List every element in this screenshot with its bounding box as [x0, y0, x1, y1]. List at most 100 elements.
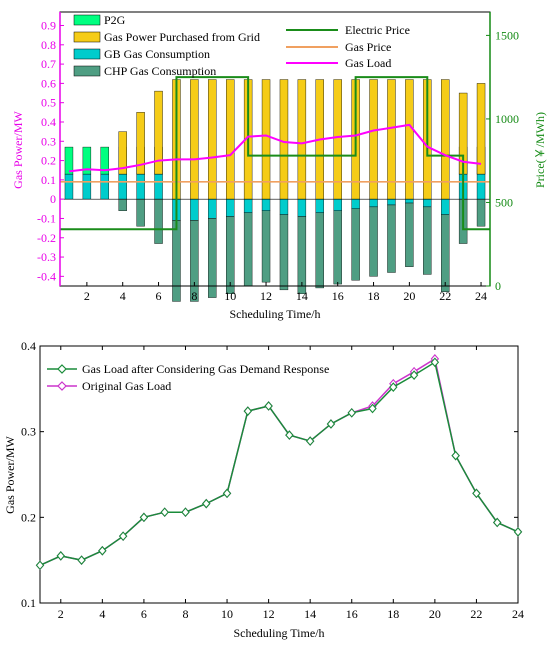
left-tick-label-13: 0.9 — [41, 19, 56, 33]
series-0-point-20 — [430, 357, 440, 368]
bar-p2g-2 — [82, 146, 92, 175]
c2-x-tick-label-3: 8 — [182, 607, 188, 621]
chart-top-axes: -0.4 -0.3 -0.2 -0.1 0 0.1 0.2 0.3 0.4 0.5 0.6 0.7 0.… — [37, 12, 519, 303]
bar-chp-16 — [333, 210, 342, 285]
series-0-point-23 — [492, 517, 502, 528]
bar-gb-22 — [441, 198, 450, 215]
chart-top-ylabel: Gas Power/MW — [11, 111, 25, 189]
x-tick-label-2: 6 — [156, 289, 162, 303]
series-0-point-6 — [139, 512, 149, 523]
bar-chp-7 — [172, 220, 181, 302]
bar-chp-18 — [369, 206, 378, 277]
bar-gb-17 — [351, 198, 360, 210]
x-tick-label-0: 2 — [84, 289, 90, 303]
series-0-point-2 — [56, 551, 66, 561]
series-0-point-19 — [409, 370, 419, 380]
bar-chp-14 — [297, 216, 307, 294]
bar-gb-5 — [136, 173, 145, 200]
bar-gb-16 — [333, 198, 342, 211]
x-tick-label-6: 14 — [296, 289, 308, 303]
bar-grid-24 — [476, 83, 486, 175]
bar-chp-9 — [208, 218, 217, 298]
chart-top-y2label: Price(￥/MWh) — [533, 112, 547, 188]
c2-x-tick-label-10: 22 — [470, 607, 482, 621]
c2-x-tick-label-11: 24 — [512, 607, 524, 621]
series-0-point-10 — [222, 488, 232, 499]
series-line-0 — [39, 361, 519, 566]
series-0-point-21 — [451, 450, 460, 461]
bar-chp-21 — [423, 206, 432, 275]
left-tick-label-6: 0.2 — [41, 154, 56, 168]
series-0-point-4 — [98, 545, 107, 556]
c2-x-tick-label-5: 12 — [263, 607, 275, 621]
legend-label-gb: GB Gas Consumption — [104, 47, 210, 61]
bar-gb-12 — [261, 198, 271, 211]
series-0-point-3 — [77, 555, 86, 566]
series-0-point-9 — [202, 498, 211, 509]
bar-chp-4 — [118, 198, 127, 211]
c2-x-tick-label-4: 10 — [221, 607, 233, 621]
right-tick-label-3: 1500 — [495, 28, 519, 42]
bar-chp-17 — [351, 208, 360, 281]
bar-chp-19 — [387, 204, 396, 273]
c2-y-tick-label-2: 0.3 — [21, 425, 36, 439]
c2-x-tick-label-7: 16 — [346, 607, 358, 621]
bar-gb-13 — [279, 198, 289, 215]
bar-chp-15 — [315, 212, 324, 289]
legend-label-chp: CHP Gas Consumption — [104, 64, 216, 78]
series-0-point-1 — [35, 560, 45, 571]
series-0-point-7 — [160, 507, 169, 518]
left-tick-label-4: 0 — [50, 192, 56, 206]
x-tick-label-3: 8 — [191, 289, 197, 303]
series-0-point-11 — [243, 406, 253, 416]
x-tick-label-9: 20 — [403, 289, 415, 303]
bar-chp-6 — [154, 198, 163, 244]
chart-bottom-axes: 0.10.20.30.42 4 6 8 10 12 14 16 18 20 22 24 — [21, 339, 524, 621]
bar-p2g-3 — [100, 146, 109, 175]
electric-price-line — [60, 76, 490, 231]
legend-swatch-grid — [73, 31, 101, 43]
series-0-point-16 — [347, 407, 356, 418]
legend-marker-original-load — [57, 381, 67, 391]
series-0-point-14 — [305, 436, 315, 446]
left-tick-label-11: 0.7 — [41, 57, 56, 71]
chart-top: -0.4 -0.3 -0.2 -0.1 0 0.1 0.2 0.3 0.4 0.5 0.6 0.7 0.… — [11, 11, 547, 321]
legend-marker-dr-load — [57, 364, 67, 374]
c2-x-tick-label-2: 6 — [141, 607, 147, 621]
c2-y-tick-label-0: 0.1 — [21, 596, 36, 610]
bar-chp-5 — [136, 198, 145, 227]
series-0-point-18 — [389, 382, 398, 392]
chart-bottom-xlabel: Scheduling Time/h — [233, 626, 324, 640]
c2-y-tick-label-3: 0.4 — [21, 339, 36, 353]
bar-gb-24 — [476, 173, 486, 200]
series-0-point-17 — [368, 403, 377, 414]
bar-chp-13 — [279, 214, 289, 291]
bar-gb-8 — [190, 198, 199, 221]
series-0-point-24 — [513, 527, 523, 537]
chart-bottom-lines — [35, 354, 523, 571]
series-0-point-8 — [181, 507, 190, 518]
x-tick-label-10: 22 — [439, 289, 451, 303]
bar-gb-4 — [118, 173, 127, 200]
legend-label-grid: Gas Power Purchased from Grid — [104, 30, 260, 44]
c2-x-tick-label-0: 2 — [58, 607, 64, 621]
bar-grid-4 — [118, 131, 127, 175]
c2-x-tick-label-6: 14 — [304, 607, 316, 621]
bar-gb-9 — [208, 198, 217, 219]
legend-label-original-load: Original Gas Load — [82, 379, 171, 393]
right-tick-label-2: 1000 — [495, 112, 519, 126]
legend-label-electric-price: Electric Price — [345, 23, 410, 37]
c2-x-tick-label-1: 4 — [99, 607, 105, 621]
x-tick-label-5: 12 — [260, 289, 272, 303]
left-tick-label-10: 0.6 — [41, 76, 56, 90]
left-tick-label-8: 0.4 — [41, 115, 56, 129]
chart-bottom: 0.10.20.30.42 4 6 8 10 12 14 16 18 20 22 24 Gas Pow… — [3, 339, 524, 640]
bar-grid-5 — [136, 112, 145, 175]
bar-chp-8 — [190, 220, 199, 302]
bar-chp-20 — [405, 202, 414, 267]
bar-gb-15 — [315, 198, 324, 213]
bar-chp-24 — [476, 198, 486, 227]
left-tick-label-2: -0.2 — [37, 231, 56, 245]
bar-gb-2 — [82, 173, 92, 200]
